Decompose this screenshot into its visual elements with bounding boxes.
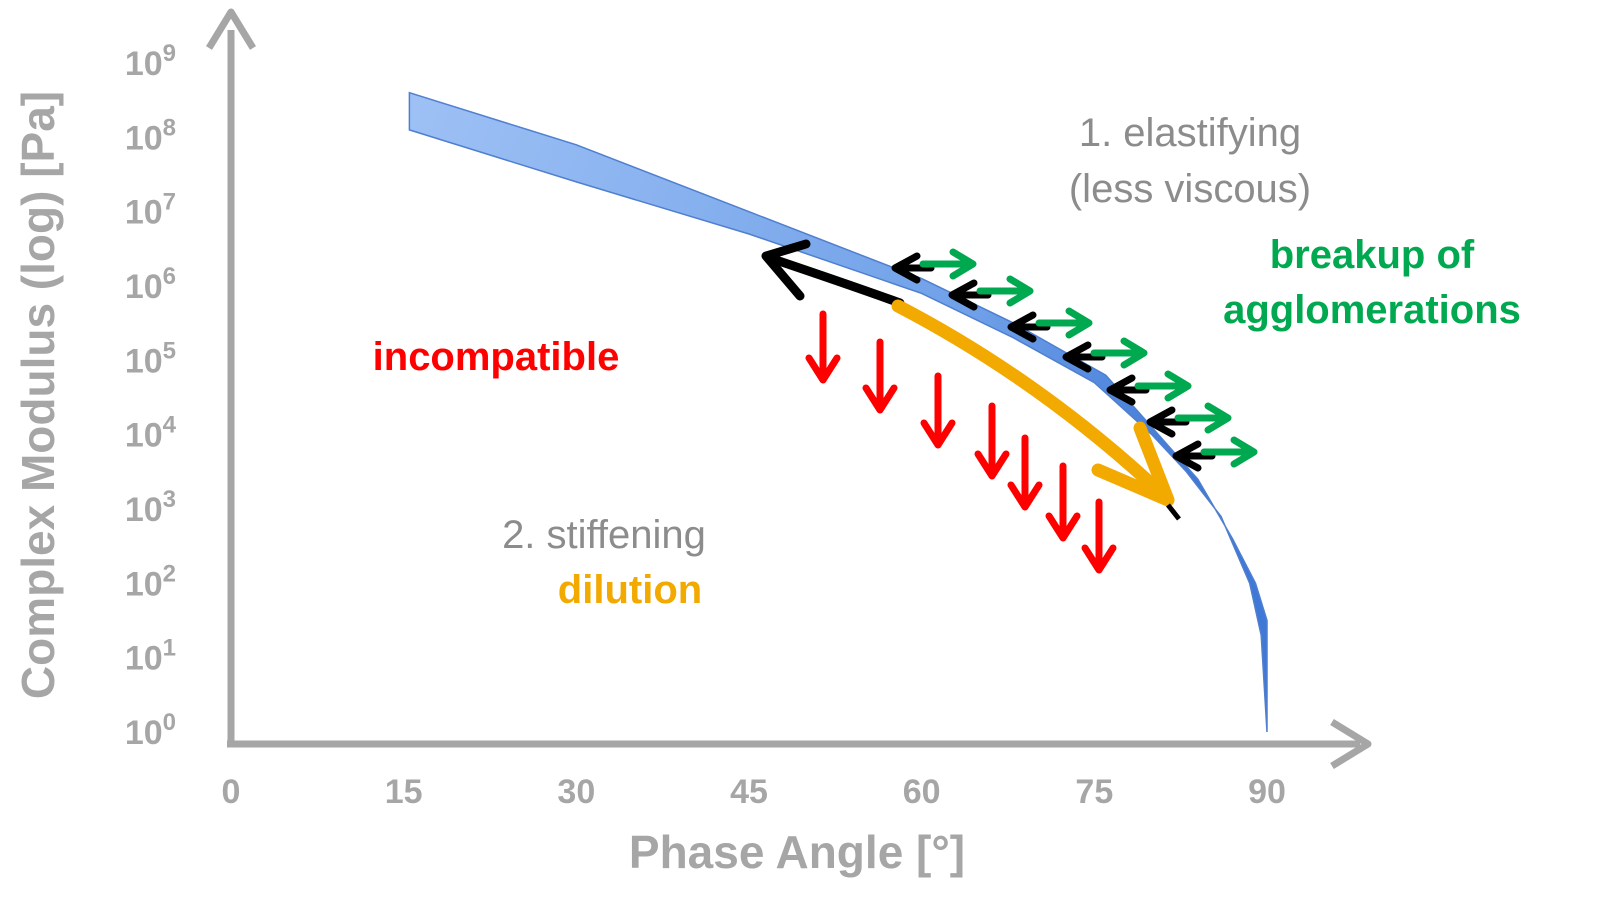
axes	[206, 8, 1372, 769]
x-tick-45: 45	[730, 773, 768, 811]
elastifying-arrow	[761, 239, 905, 308]
incompatible-down-arrow	[862, 338, 898, 414]
x-tick-labels: 0 15 30 45 60 75 90	[222, 773, 1286, 811]
breakup-double-arrow	[1106, 370, 1192, 406]
y-tick-10-2: 102	[125, 560, 176, 603]
incompatible-label: incompatible	[373, 335, 620, 379]
y-tick-10-9: 109	[125, 40, 176, 83]
x-tick-75: 75	[1075, 773, 1113, 811]
modulus-band	[408, 91, 1268, 733]
elastifying-label-line2: (less viscous)	[1069, 167, 1311, 211]
incompatible-down-arrow	[974, 402, 1010, 480]
y-tick-10-7: 107	[125, 189, 176, 232]
x-tick-60: 60	[903, 773, 941, 811]
incompatible-down-arrow	[1007, 434, 1043, 511]
x-tick-0: 0	[222, 773, 241, 811]
incompatible-down-arrow	[1045, 462, 1081, 542]
incompatible-arrows	[805, 310, 1117, 574]
breakup-label-line1: breakup of	[1270, 233, 1475, 277]
incompatible-down-arrow	[1081, 498, 1117, 574]
breakup-double-arrow	[948, 275, 1034, 311]
x-tick-90: 90	[1248, 773, 1286, 811]
dilution-arrow	[891, 299, 1181, 521]
breakup-arrows	[891, 248, 1258, 472]
x-axis-arrowhead	[1330, 719, 1372, 769]
stiffening-label: 2. stiffening	[502, 513, 706, 557]
elastifying-arrow-head	[761, 239, 811, 301]
breakup-double-arrow	[1146, 402, 1232, 438]
y-tick-labels: 100 101 102 103 104 105 106 107 108 109	[125, 40, 177, 752]
y-tick-10-8: 108	[125, 114, 176, 157]
elastifying-arrow-shaft	[765, 253, 905, 308]
y-tick-10-4: 104	[125, 412, 177, 455]
y-tick-10-6: 106	[125, 263, 176, 306]
x-tick-15: 15	[385, 773, 423, 811]
elastifying-label-line1: 1. elastifying	[1079, 111, 1301, 155]
y-tick-10-1: 101	[125, 635, 176, 678]
breakup-label-line2: agglomerations	[1223, 288, 1521, 332]
breakup-double-arrow	[891, 248, 977, 284]
breakup-double-arrow	[1062, 337, 1148, 373]
dilution-arrow-head	[1091, 421, 1175, 507]
breakup-double-arrow	[1172, 436, 1258, 472]
x-tick-30: 30	[557, 773, 595, 811]
incompatible-down-arrow	[805, 310, 841, 384]
y-axis-title: Complex Modulus (log) [Pa]	[12, 91, 64, 699]
y-tick-10-5: 105	[125, 337, 176, 380]
x-axis-title: Phase Angle [°]	[629, 826, 965, 878]
dilution-arrow-shaft	[891, 299, 1167, 499]
incompatible-down-arrow	[920, 372, 956, 449]
dilution-label: dilution	[558, 568, 702, 612]
y-axis-arrowhead	[206, 8, 256, 50]
dilution-arrow-tip-mark	[1166, 503, 1181, 521]
y-tick-10-3: 103	[125, 486, 176, 529]
breakup-double-arrow	[1007, 307, 1093, 343]
y-tick-10-0: 100	[125, 709, 176, 752]
